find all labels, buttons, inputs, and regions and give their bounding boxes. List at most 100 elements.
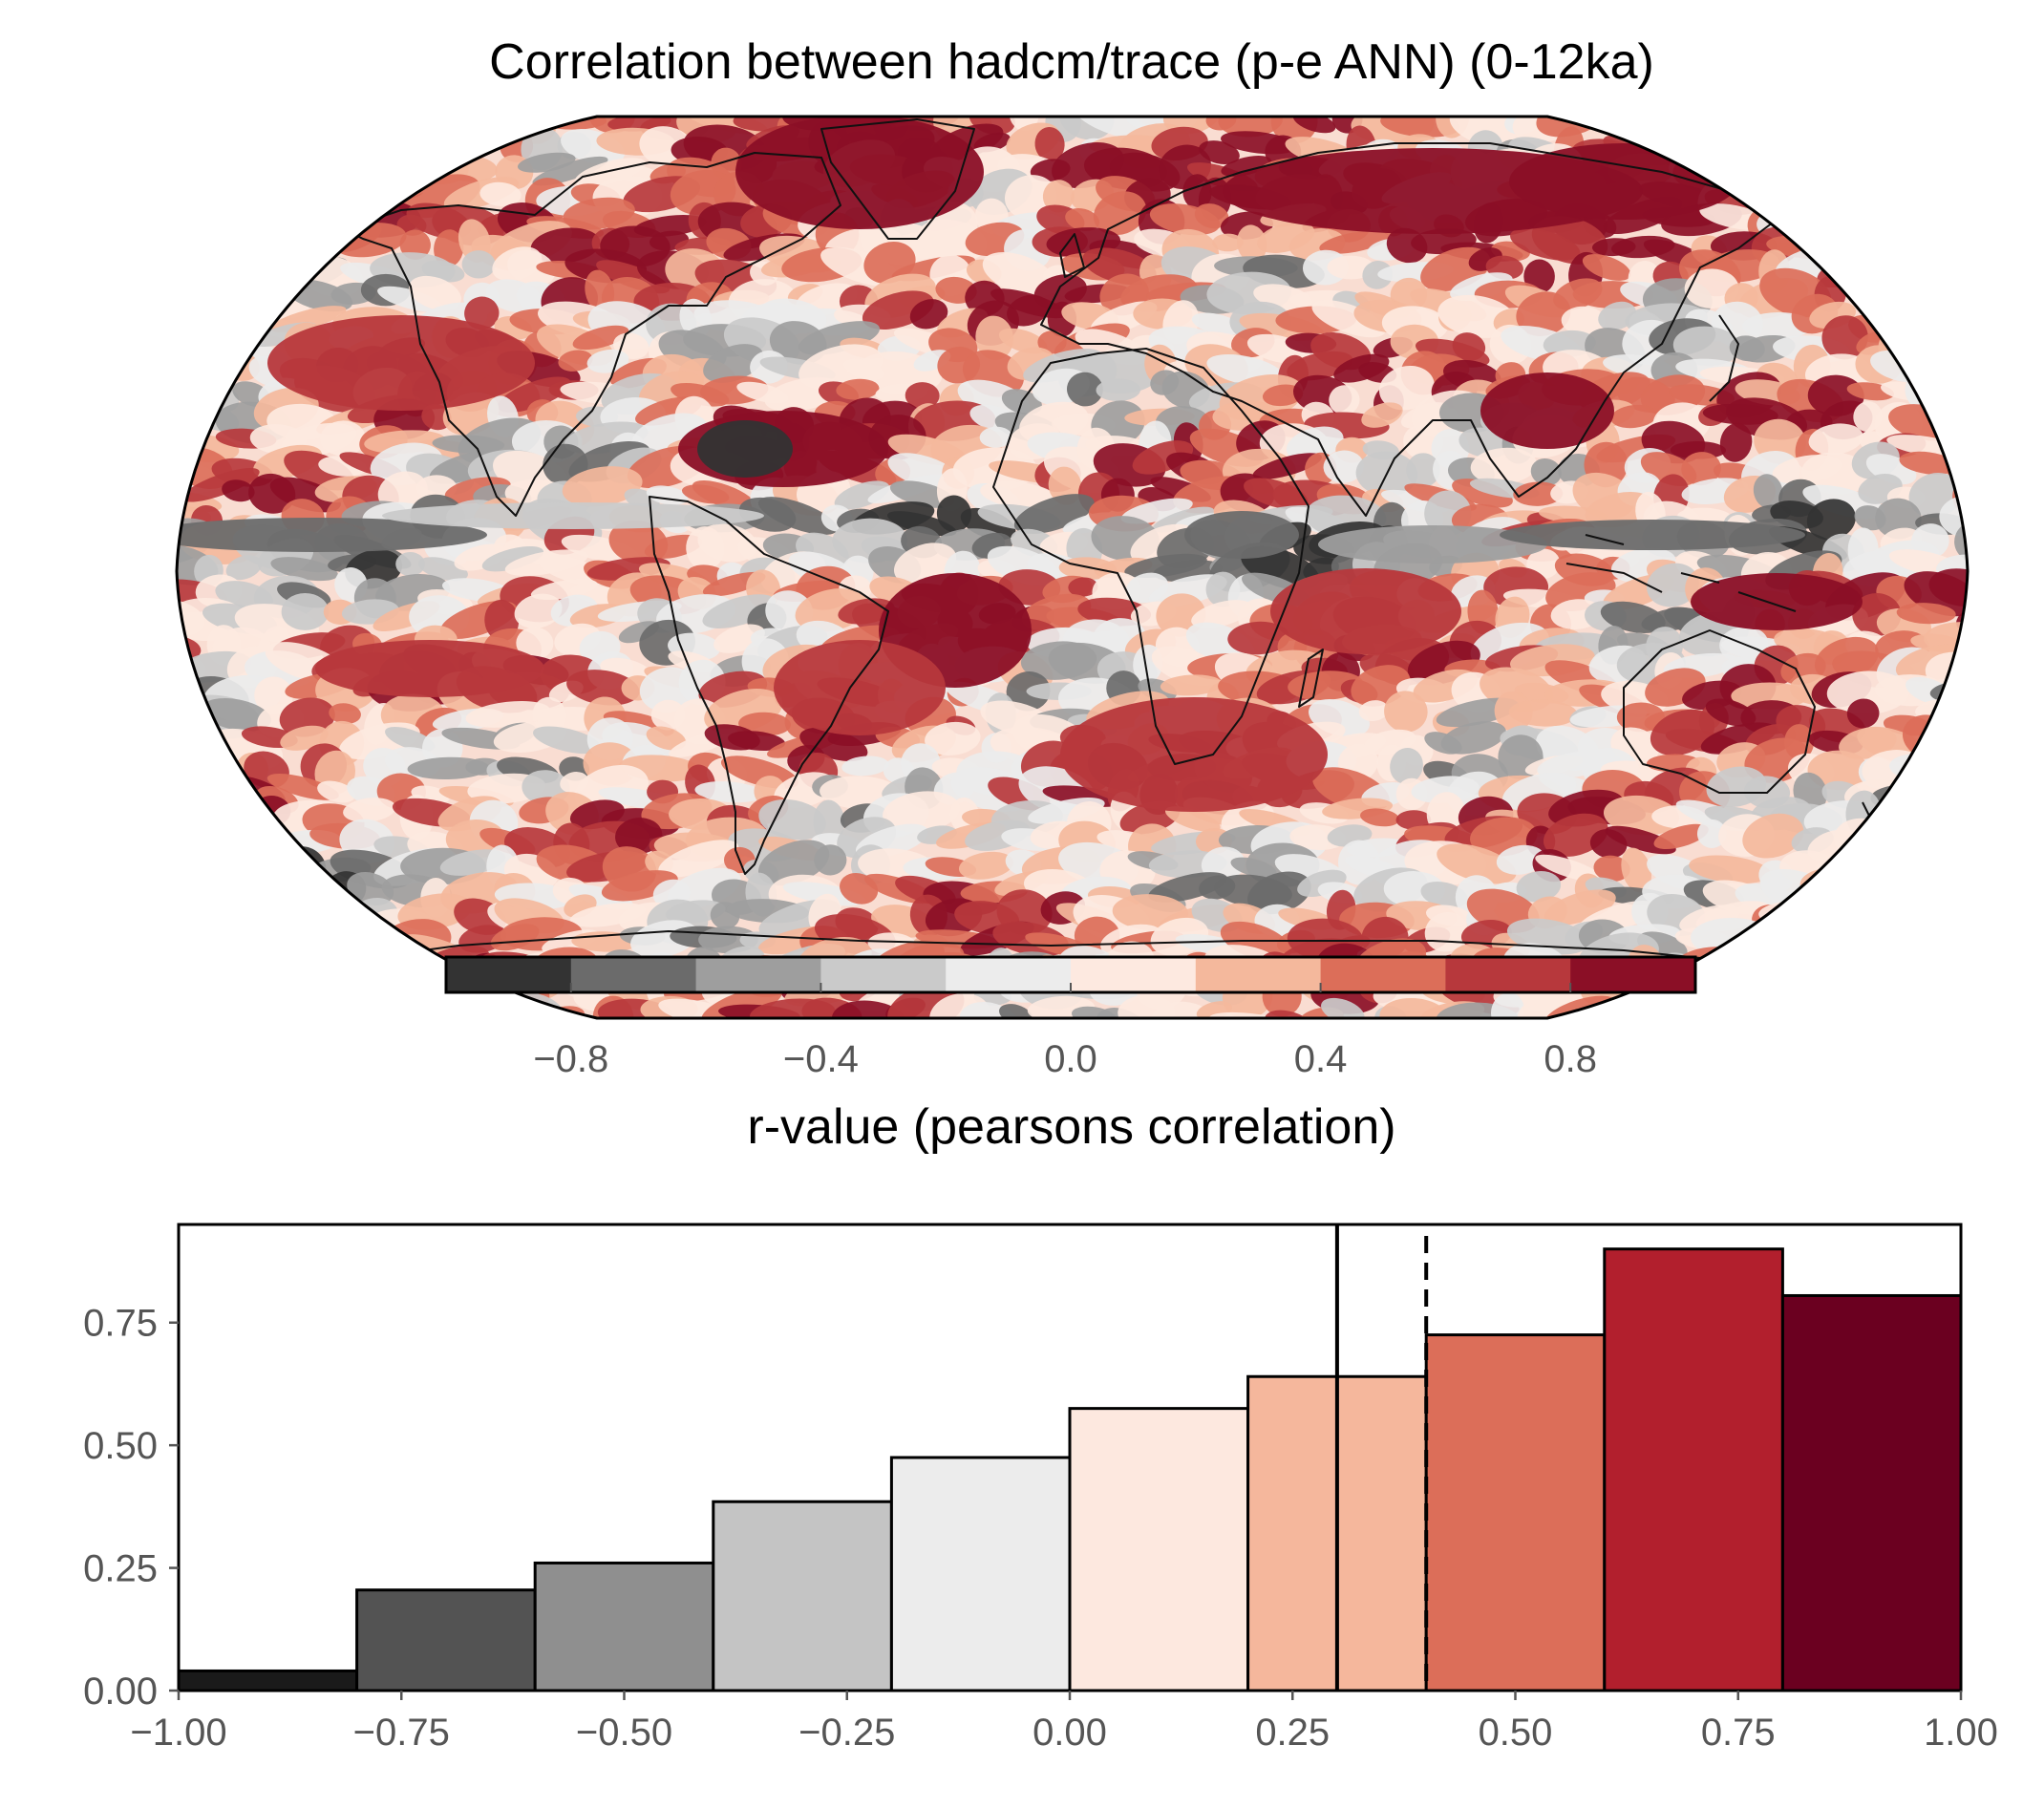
correlation-cell: [1544, 889, 1616, 926]
correlation-cell: [264, 950, 301, 976]
correlation-cell: [1874, 117, 1937, 151]
histogram-bar: [1424, 1333, 1607, 1692]
correlation-cell: [177, 324, 220, 363]
correlation-cell: [533, 726, 602, 755]
correlation-cell: [1939, 495, 1968, 538]
correlation-cell: [1868, 850, 1926, 883]
correlation-cell: [1358, 700, 1389, 722]
correlation-cell: [197, 767, 237, 812]
correlation-cell: [1707, 980, 1770, 1009]
correlation-cell: [177, 202, 247, 246]
colorbar-tick-label: −0.4: [783, 1038, 859, 1080]
correlation-cell: [222, 479, 255, 502]
correlation-cell: [177, 870, 189, 909]
correlation-cell: [1941, 999, 1968, 1018]
correlation-cell: [177, 998, 193, 1018]
correlation-cell: [177, 979, 222, 1002]
correlation-cell: [227, 954, 271, 982]
correlation-cell: [266, 142, 339, 186]
correlation-cell: [507, 249, 556, 287]
correlation-cell: [1923, 753, 1968, 777]
correlation-cell: [362, 946, 393, 979]
correlation-cell: [177, 382, 201, 412]
colorbar-bin: [570, 957, 697, 992]
correlation-cell: [1936, 884, 1968, 929]
correlation-cell: [1607, 1005, 1670, 1018]
correlation-cell: [464, 296, 500, 330]
correlation-cell: [1653, 823, 1709, 850]
map-panel: [175, 115, 1969, 1020]
correlation-cell: [1961, 784, 1968, 804]
histogram-bar: [533, 1561, 715, 1692]
x-tick-label: −0.50: [576, 1712, 672, 1754]
correlation-cell: [1928, 568, 1968, 607]
correlation-cell: [393, 139, 430, 164]
correlation-cell: [1668, 117, 1733, 137]
correlation-cell: [1908, 768, 1961, 815]
correlation-cell: [177, 913, 201, 959]
correlation-cell: [1378, 365, 1435, 411]
coast-eurasia: [1040, 142, 1778, 517]
correlation-patch: [177, 518, 487, 552]
histogram-bars: [177, 1247, 1963, 1692]
correlation-cell: [225, 555, 263, 581]
correlation-cell: [1516, 291, 1571, 337]
correlation-patch: [1500, 520, 1805, 550]
correlation-cell: [1879, 224, 1918, 258]
correlation-cell: [1952, 831, 1968, 864]
correlation-cell: [1936, 162, 1968, 190]
correlation-cell: [834, 480, 890, 510]
colorbar-ticks: −0.8 −0.4 0.0 0.4 0.8: [533, 983, 1597, 1080]
correlation-cell: [1894, 865, 1966, 904]
correlation-cell: [1895, 194, 1927, 237]
colorbar-bin: [946, 957, 1072, 992]
correlation-cell: [198, 329, 239, 355]
correlation-cell: [1807, 750, 1869, 791]
correlation-cell: [1218, 117, 1283, 138]
correlation-cell: [320, 420, 366, 457]
correlation-cell: [1270, 117, 1318, 144]
histogram-bar: [1603, 1247, 1784, 1692]
correlation-cell: [256, 922, 297, 953]
correlation-cell: [1635, 117, 1701, 142]
correlation-cell: [1850, 881, 1897, 907]
correlation-cell: [392, 977, 445, 1011]
correlation-cell: [1637, 997, 1705, 1018]
correlation-cell: [1252, 453, 1322, 479]
correlation-cell: [243, 152, 319, 198]
correlation-cell: [702, 594, 777, 629]
correlation-cell: [1837, 157, 1897, 191]
correlation-cell: [195, 849, 280, 880]
correlation-cell: [1191, 312, 1243, 335]
correlation-cell: [1795, 998, 1825, 1018]
correlation-cell: [213, 804, 264, 825]
correlation-cell: [1758, 134, 1791, 160]
correlation-cell: [1916, 973, 1968, 997]
correlation-cell: [1799, 867, 1863, 902]
correlation-cell: [193, 906, 245, 947]
correlation-cell: [180, 926, 247, 970]
correlation-cell: [1935, 712, 1968, 735]
correlation-cell: [1807, 228, 1872, 251]
histogram-panel: −1.00 −0.75 −0.50 −0.25 0.00 0.25 0.50 0.75 1.00…: [83, 1223, 1998, 1754]
correlation-cell: [905, 382, 940, 410]
correlation-cell: [291, 184, 344, 208]
correlation-cell: [1836, 849, 1904, 873]
correlation-cell: [782, 882, 866, 906]
correlation-cell: [1775, 117, 1842, 138]
correlation-cell: [1449, 117, 1523, 148]
correlation-cell: [1384, 691, 1428, 733]
correlation-cell: [1603, 795, 1680, 836]
correlation-cell: [1938, 117, 1968, 138]
correlation-cell: [1610, 404, 1658, 429]
correlation-cell: [1903, 131, 1968, 171]
correlation-cell: [836, 378, 880, 400]
correlation-cell: [1390, 748, 1423, 784]
correlation-cell: [1846, 698, 1880, 729]
correlation-cell: [1766, 969, 1832, 1010]
correlation-cell: [194, 135, 248, 172]
correlation-cell: [757, 840, 830, 886]
correlation-cell: [1747, 1002, 1802, 1018]
correlation-cell: [180, 271, 262, 311]
x-tick-label: −0.75: [353, 1712, 450, 1754]
